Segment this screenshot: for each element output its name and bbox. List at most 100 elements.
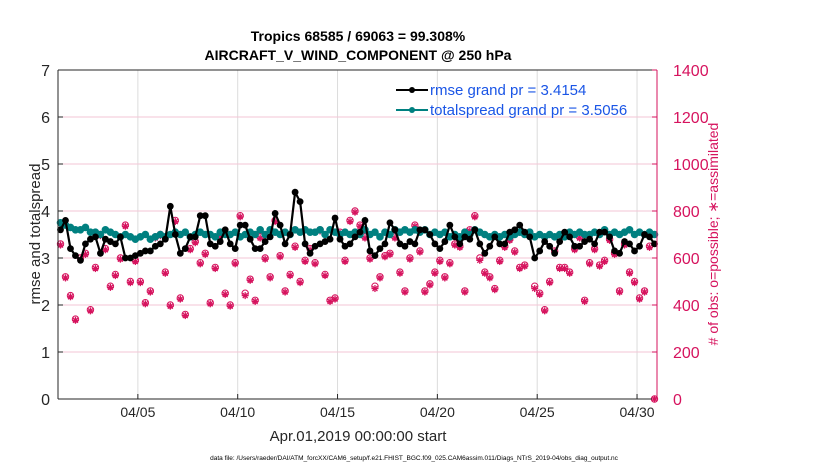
left-axis-ticks: 0 1 2 3 4 5 6 7 (41, 63, 63, 409)
rmse-point (266, 233, 274, 241)
rmse-point (291, 188, 299, 196)
obs-assimilated-point (146, 288, 154, 296)
obs-assimilated-point (166, 302, 174, 310)
rmse-point (471, 226, 479, 234)
chart-subtitle: AIRCRAFT_V_WIND_COMPONENT @ 250 hPa (205, 47, 512, 63)
obs-assimilated-point (476, 256, 484, 264)
y-tick-label-right: 600 (673, 251, 700, 268)
y-tick-label-right: 1400 (673, 63, 709, 80)
y-tick-label-right: 800 (673, 204, 700, 221)
obs-assimilated-point (591, 246, 599, 254)
rmse-point (576, 242, 584, 250)
rmse-point (431, 240, 439, 248)
obs-assimilated-point (426, 281, 434, 289)
totalspread-point (181, 228, 190, 236)
totalspread-point (371, 228, 379, 236)
rmse-point (331, 214, 339, 222)
obs-assimilated-point (436, 258, 444, 266)
obs-assimilated-point (581, 297, 589, 305)
obs-assimilated-point (256, 234, 264, 242)
obs-assimilated-point (141, 300, 149, 308)
rmse-point (521, 228, 529, 236)
rmse-point (211, 242, 219, 250)
obs-assimilated-point (586, 260, 594, 268)
y-tick-label-right: 1200 (673, 110, 709, 127)
rmse-point (586, 235, 594, 243)
obs-assimilated-point (191, 239, 199, 247)
obs-assimilated-point (641, 288, 649, 296)
rmse-point (631, 247, 638, 255)
obs-assimilated-point (126, 279, 134, 287)
obs-assimilated-point (386, 250, 394, 258)
rmse-point (566, 233, 574, 241)
rmse-point (426, 231, 434, 238)
rmse-point (636, 242, 643, 250)
obs-assimilated-point (131, 258, 139, 266)
series-layer (56, 188, 659, 403)
obs-assimilated-point (236, 213, 244, 221)
rmse-point (441, 238, 449, 245)
rmse-point (226, 240, 234, 248)
obs-assimilated-point (226, 302, 234, 310)
obs-assimilated-point (311, 260, 319, 268)
obs-assimilated-point (91, 265, 99, 273)
obs-assimilated-point (221, 290, 229, 298)
obs-assimilated-point (531, 285, 539, 293)
obs-assimilated-point (566, 269, 574, 277)
obs-assimilated-point (536, 290, 544, 298)
rmse-point (112, 240, 119, 248)
legend: rmse grand pr = 3.4154 totalspread grand… (396, 82, 627, 119)
obs-assimilated-point (421, 288, 429, 296)
rmse-point (526, 233, 534, 241)
rmse-point (536, 247, 544, 255)
totalspread-point (211, 233, 220, 241)
obs-assimilated-point (561, 265, 569, 273)
obs-assimilated-point (416, 248, 424, 256)
obs-assimilated-point (301, 258, 309, 266)
obs-assimilated-point (521, 262, 529, 270)
obs-assimilated-point (66, 293, 74, 301)
obs-assimilated-point (341, 258, 349, 266)
obs-assimilated-point (481, 269, 489, 277)
x-tick-label: 04/05 (120, 404, 155, 420)
totalspread-point (625, 226, 634, 234)
obs-assimilated-point (201, 250, 209, 258)
obs-assimilated-point (351, 208, 359, 216)
obs-assimilated-point (121, 222, 129, 230)
rmse-point (446, 221, 454, 229)
obs-assimilated-point (381, 253, 389, 261)
chart-title: Tropics 68585 / 69063 = 99.308% (251, 28, 466, 44)
obs-assimilated-point (231, 260, 239, 268)
obs-assimilated-point (136, 279, 144, 287)
obs-assimilated-point (61, 274, 69, 282)
x-axis-label: Apr.01,2019 00:00:00 start (270, 428, 448, 445)
obs-assimilated-point (376, 274, 384, 282)
rmse-point (67, 245, 74, 253)
rmse-point (391, 226, 399, 234)
obs-assimilated-point (161, 269, 169, 277)
rmse-point (401, 242, 409, 250)
obs-assimilated-point (546, 279, 554, 287)
obs-assimilated-point (396, 269, 404, 277)
obs-assimilated-point (291, 243, 299, 251)
y-tick-label: 2 (41, 298, 50, 315)
obs-assimilated-point (431, 269, 439, 277)
x-axis-ticks: 04/05 04/10 04/15 04/20 04/25 04/30 (120, 394, 655, 420)
rmse-point (386, 219, 394, 227)
obs-assimilated-point (511, 248, 519, 256)
rmse-point (336, 235, 344, 243)
rmse-point (551, 249, 559, 257)
rmse-point (256, 245, 264, 253)
rmse-point (531, 254, 539, 262)
rmse-point (651, 240, 658, 248)
obs-assimilated-point (261, 255, 269, 263)
rmse-point (466, 235, 474, 243)
obs-assimilated-point (401, 288, 409, 296)
obs-assimilated-point (491, 286, 499, 294)
rmse-point (236, 221, 244, 229)
obs-assimilated-point (326, 297, 334, 305)
rmse-point (421, 226, 429, 234)
obs-assimilated-point (346, 218, 354, 226)
rmse-point (591, 240, 599, 248)
rmse-point (286, 231, 294, 238)
